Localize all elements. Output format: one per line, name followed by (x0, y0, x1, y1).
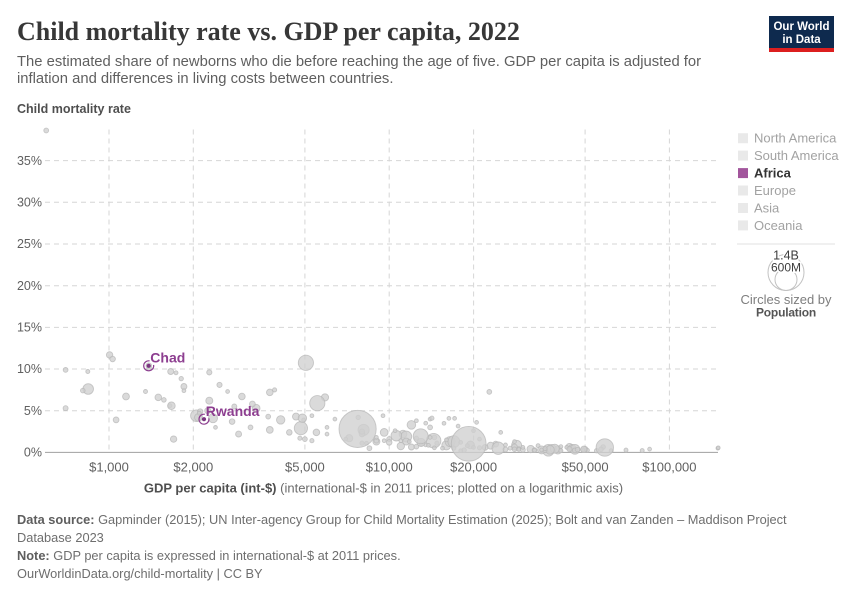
svg-text:$2,000: $2,000 (173, 460, 213, 475)
svg-text:0%: 0% (24, 446, 42, 460)
svg-text:Chad: Chad (150, 349, 185, 365)
svg-text:$50,000: $50,000 (562, 460, 609, 475)
svg-text:North America: North America (754, 131, 837, 146)
svg-text:Oceania: Oceania (754, 218, 803, 233)
svg-text:$20,000: $20,000 (450, 460, 497, 475)
svg-text:$100,000: $100,000 (642, 460, 696, 475)
svg-text:GDP per capita (int-$) (intern: GDP per capita (int-$) (international-$ … (144, 481, 623, 496)
svg-text:1.4B: 1.4B (773, 249, 799, 263)
svg-text:15%: 15% (17, 321, 42, 335)
svg-text:Population: Population (756, 306, 816, 320)
svg-text:Africa: Africa (754, 166, 792, 181)
svg-text:South America: South America (754, 148, 839, 163)
svg-text:10%: 10% (17, 362, 42, 376)
svg-text:$1,000: $1,000 (89, 460, 129, 475)
svg-text:$5,000: $5,000 (285, 460, 325, 475)
svg-text:Circles sized by: Circles sized by (740, 292, 832, 307)
svg-text:Asia: Asia (754, 201, 780, 216)
svg-text:30%: 30% (17, 196, 42, 210)
svg-text:35%: 35% (17, 154, 42, 168)
svg-text:$10,000: $10,000 (366, 460, 413, 475)
svg-text:Rwanda: Rwanda (206, 403, 260, 419)
svg-text:Europe: Europe (754, 183, 796, 198)
svg-text:5%: 5% (24, 404, 42, 418)
svg-text:20%: 20% (17, 279, 42, 293)
svg-text:25%: 25% (17, 237, 42, 251)
svg-text:600M: 600M (771, 261, 801, 275)
